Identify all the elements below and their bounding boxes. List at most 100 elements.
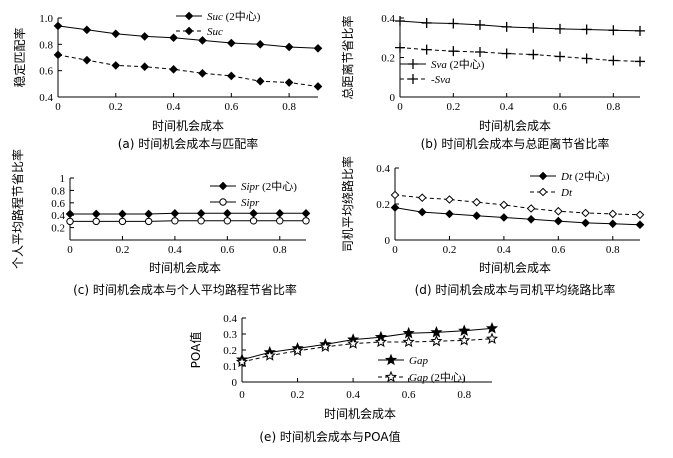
x-tick-label: 0.8 xyxy=(273,244,287,256)
data-point-c-0 xyxy=(65,209,75,219)
data-point-d-0 xyxy=(581,218,590,228)
legend-marker xyxy=(408,59,418,69)
x-axis-label: 时间机会成本 xyxy=(479,261,551,275)
x-tick-label: 0.2 xyxy=(116,244,130,256)
data-point-c-1 xyxy=(276,217,284,225)
series-line-a-0 xyxy=(57,25,319,49)
legend-suffix: (2中心) xyxy=(428,371,466,384)
legend-marker xyxy=(538,171,548,181)
y-tick-label: 1.0 xyxy=(39,13,53,25)
x-tick-label: 0.8 xyxy=(282,101,296,113)
legend-label: Dt xyxy=(560,187,573,199)
chart-caption: (b) 时间机会成本与总距离节省比率 xyxy=(421,136,610,151)
data-point-b-1 xyxy=(555,51,565,62)
data-point-a-1 xyxy=(227,71,236,81)
y-axis-label: 个人平均路程节省比率 xyxy=(10,149,25,269)
data-point-a-0 xyxy=(140,32,149,41)
data-point-e-1 xyxy=(319,340,332,352)
data-point-c-1 xyxy=(66,217,74,226)
data-point-b-0 xyxy=(421,17,432,28)
x-axis-label: 时间机会成本 xyxy=(479,119,551,133)
data-point-c-1 xyxy=(249,217,258,225)
data-point-b-0 xyxy=(581,24,592,35)
x-tick-label: 0 xyxy=(392,244,398,256)
x-tick-label: 0.6 xyxy=(402,389,416,401)
legend-label: Sipr xyxy=(241,197,260,209)
data-point-c-0 xyxy=(118,209,127,219)
data-point-b-0 xyxy=(555,23,565,34)
chart-caption: (d) 时间机会成本与司机平均绕路比率 xyxy=(415,282,616,297)
data-point-d-1 xyxy=(608,209,618,219)
chart-panel-a: 0.4 0.6 0.8 1.0 0 0.2 0.4 0.6 0.8 时间机会成本 稳定匹配率 (a) … xyxy=(12,10,323,151)
data-point-b-1 xyxy=(581,53,592,64)
legend-label: Suc xyxy=(207,26,223,38)
data-point-a-0 xyxy=(284,42,294,52)
data-point-a-1 xyxy=(82,55,92,65)
series-line-c-0 xyxy=(70,212,306,215)
x-tick-label: 0.2 xyxy=(446,101,460,113)
data-point-d-0 xyxy=(554,216,563,226)
data-point-e-0 xyxy=(402,326,415,339)
y-tick-label: 0.8 xyxy=(39,39,53,51)
legend-series-name: Gap xyxy=(409,355,428,367)
data-point-a-1 xyxy=(140,62,149,72)
series-line-e-0 xyxy=(241,327,493,361)
y-tick-label: 0.8 xyxy=(51,185,65,197)
x-tick-label: 0.4 xyxy=(167,101,181,113)
x-axis-label: 时间机会成本 xyxy=(324,407,396,421)
data-point-a-1 xyxy=(53,50,63,60)
legend-marker xyxy=(184,11,194,21)
data-point-a-1 xyxy=(284,78,294,87)
data-point-b-0 xyxy=(395,15,405,26)
y-tick-label: 0 xyxy=(232,377,238,389)
data-point-d-1 xyxy=(417,193,427,203)
series-line-b-0 xyxy=(399,20,641,32)
y-axis-label: 稳定匹配率 xyxy=(12,27,27,87)
data-point-c-0 xyxy=(144,209,153,219)
data-point-d-1 xyxy=(526,204,536,213)
data-point-a-1 xyxy=(169,65,178,74)
data-point-a-1 xyxy=(111,61,121,70)
data-point-d-0 xyxy=(526,214,536,224)
series-line-d-0 xyxy=(394,207,641,226)
data-point-b-1 xyxy=(395,42,405,53)
legend-marker xyxy=(384,370,398,383)
legend-label: Sva (2中心) xyxy=(431,58,485,71)
x-tick-label: 0 xyxy=(239,389,245,401)
data-point-a-0 xyxy=(255,40,265,49)
y-tick-label: 0.2 xyxy=(223,345,237,357)
chart-panel-b: 0 0.2 0.4 0 0.2 0.4 0.6 0.8 时间机会成本 总距离节省比率 (b) 时间机… xyxy=(340,13,645,151)
legend-marker xyxy=(184,26,194,36)
data-point-c-0 xyxy=(196,209,206,218)
legend-marker xyxy=(218,181,228,191)
y-tick-label: 0.4 xyxy=(223,313,237,325)
data-point-e-1 xyxy=(485,332,499,344)
legend-series-name: Sva xyxy=(431,59,447,71)
legend-marker xyxy=(219,198,227,206)
legend-series-name: Sipr xyxy=(241,197,260,209)
data-point-b-0 xyxy=(635,25,645,36)
series-line-b-1 xyxy=(399,47,641,62)
y-tick-label: 0.4 xyxy=(39,92,53,104)
x-tick-label: 0.2 xyxy=(291,389,305,401)
data-point-b-1 xyxy=(475,46,485,57)
chart-panel-d: 0 0.2 0.4 0 0.2 0.4 0.6 0.8 时间机会成本 司机平均绕路比率 (d) 时间… xyxy=(340,156,645,297)
data-point-c-1 xyxy=(171,217,179,225)
data-point-d-0 xyxy=(390,203,400,212)
data-point-b-0 xyxy=(475,19,485,30)
legend-series-name: Sipr xyxy=(241,181,260,193)
data-point-b-0 xyxy=(608,25,619,36)
legend-label: Suc (2中心) xyxy=(207,10,261,23)
data-point-c-0 xyxy=(91,209,101,219)
data-point-d-0 xyxy=(499,213,509,222)
data-point-e-0 xyxy=(458,324,471,336)
legend-label: Gap xyxy=(409,355,428,367)
data-point-b-1 xyxy=(501,48,512,59)
chart-caption: (a) 时间机会成本与匹配率 xyxy=(118,136,259,151)
data-point-d-0 xyxy=(635,220,645,230)
data-point-a-1 xyxy=(255,76,265,86)
data-point-b-0 xyxy=(528,22,539,33)
data-point-b-1 xyxy=(608,55,619,66)
legend-label: -Sva xyxy=(431,74,451,86)
x-tick-label: 0.4 xyxy=(500,101,514,113)
